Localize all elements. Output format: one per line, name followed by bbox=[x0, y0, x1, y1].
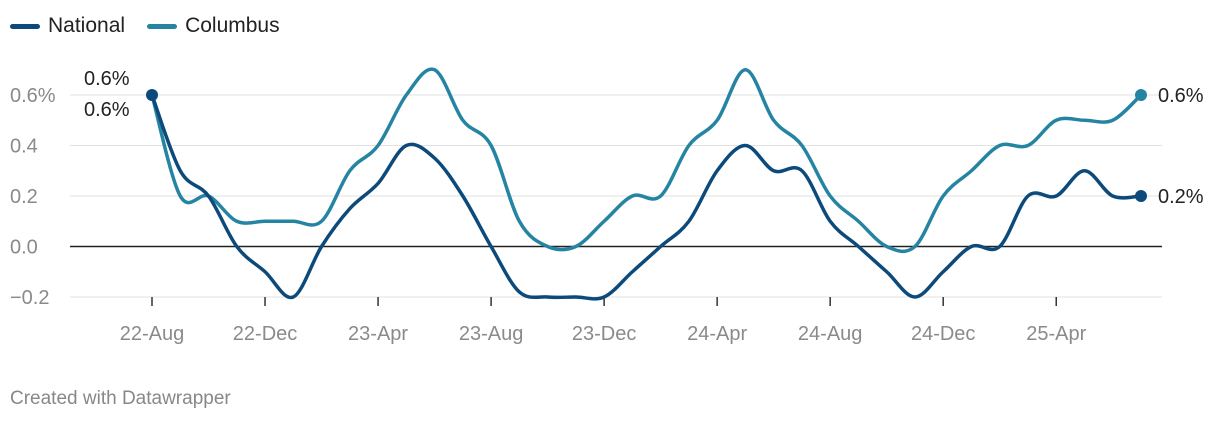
x-tick-label: 23-Apr bbox=[348, 323, 408, 345]
start-label-national: 0.6% bbox=[84, 68, 130, 90]
x-tick-label: 24-Apr bbox=[687, 323, 747, 345]
legend-label-national: National bbox=[48, 14, 126, 37]
x-tick-label: 24-Aug bbox=[798, 323, 863, 345]
legend: National Columbus bbox=[10, 14, 280, 38]
y-tick-label: 0.4 bbox=[10, 136, 38, 158]
series-line-columbus bbox=[150, 67, 1143, 254]
series-line-national bbox=[150, 93, 1143, 301]
end-point-national bbox=[1135, 190, 1147, 202]
x-tick-label: 24-Dec bbox=[911, 323, 975, 345]
x-tick-label: 22-Dec bbox=[233, 323, 297, 345]
start-label-columbus: 0.6% bbox=[84, 99, 130, 121]
legend-swatch-columbus bbox=[147, 23, 178, 29]
start-point bbox=[146, 89, 158, 101]
end-label-national: 0.2% bbox=[1158, 186, 1204, 208]
y-tick-label: −0.2 bbox=[10, 287, 49, 309]
x-tick-label: 23-Dec bbox=[572, 323, 636, 345]
legend-label-columbus: Columbus bbox=[185, 14, 280, 37]
legend-item-columbus: Columbus bbox=[147, 14, 280, 38]
x-tick-label: 22-Aug bbox=[120, 323, 185, 345]
y-tick-label: 0.6% bbox=[10, 85, 56, 107]
y-tick-label: 0.2 bbox=[10, 186, 38, 208]
legend-swatch-national bbox=[10, 23, 40, 29]
legend-item-national: National bbox=[10, 14, 125, 38]
end-label-columbus: 0.6% bbox=[1158, 85, 1204, 107]
x-tick-label: 23-Aug bbox=[459, 323, 524, 345]
end-point-columbus bbox=[1135, 89, 1147, 101]
line-chart: −0.2 0.0 0.2 0.4 0.6% 22-Aug 22-Dec 23-Apr 23-Au… bbox=[10, 67, 1204, 345]
credit-text: Created with Datawrapper bbox=[10, 388, 231, 409]
x-tick-label: 25-Apr bbox=[1026, 323, 1086, 345]
y-tick-label: 0.0 bbox=[10, 237, 38, 259]
